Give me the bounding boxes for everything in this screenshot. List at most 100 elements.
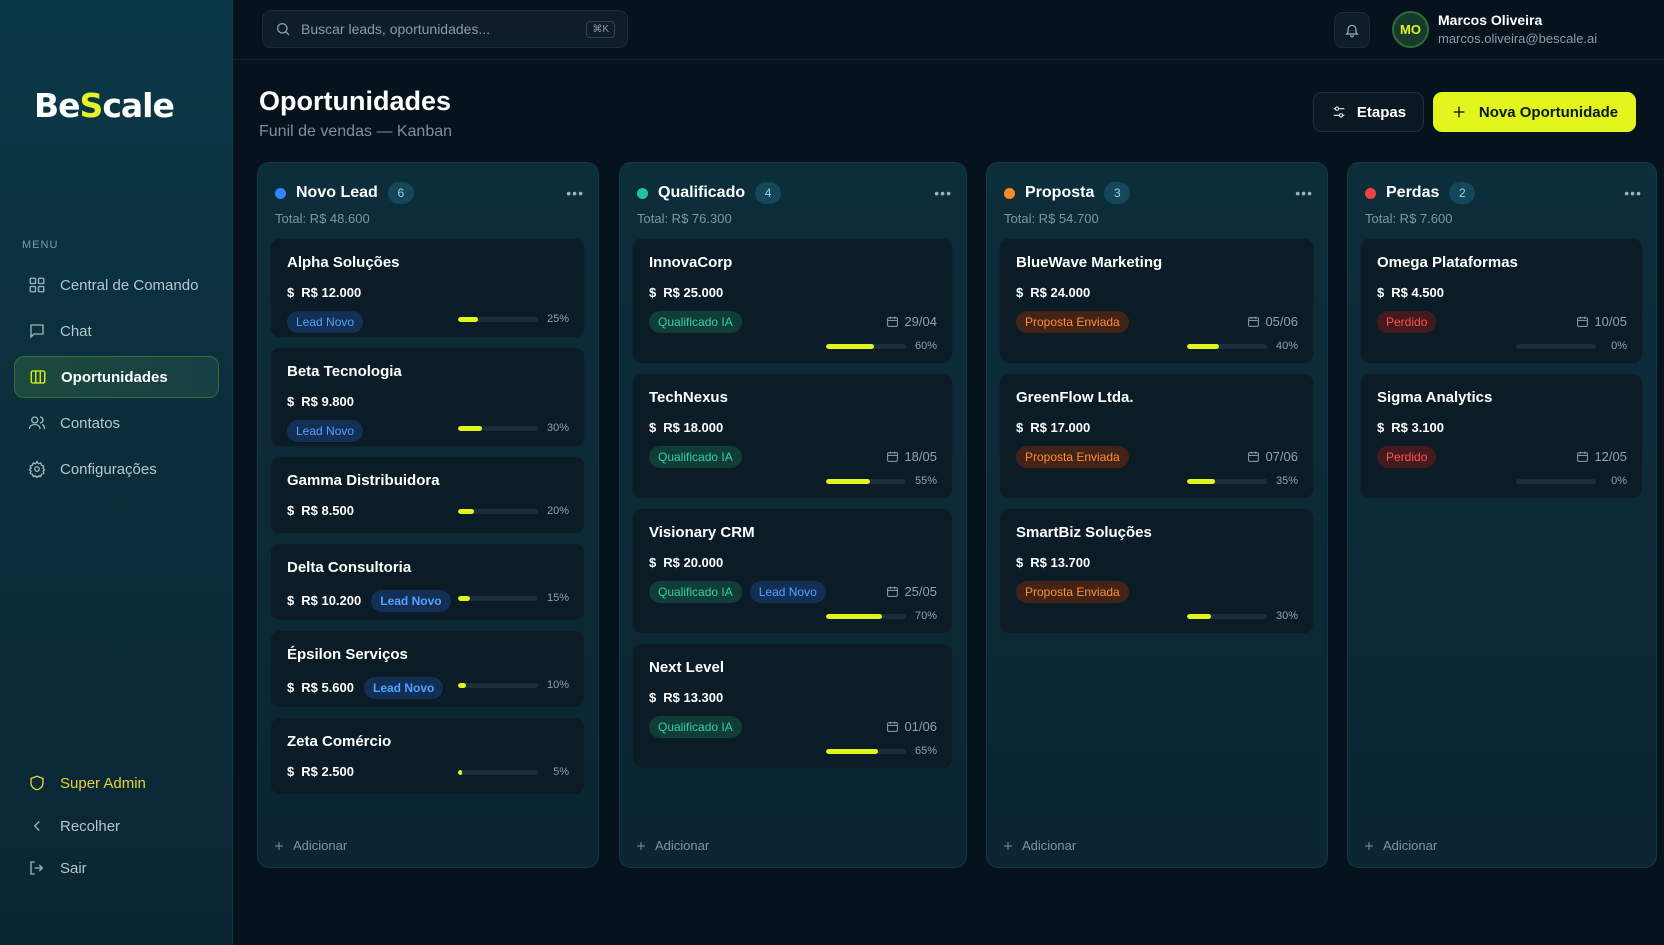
opportunity-card[interactable]: SmartBiz Soluções $ R$ 13.700 Proposta Envi…	[999, 508, 1314, 634]
opportunity-card[interactable]: Zeta Comércio $ R$ 2.500 5%	[270, 717, 585, 795]
card-value: $ R$ 8.500	[287, 503, 354, 518]
sidebar-item-label: Configurações	[60, 460, 157, 478]
search-icon	[277, 23, 290, 36]
column-total: Total: R$ 7.600	[1365, 211, 1453, 226]
progress-fill	[458, 508, 474, 514]
due-date: 10/05	[1576, 314, 1627, 329]
plus-icon	[1365, 841, 1373, 850]
opportunity-card[interactable]: GreenFlow Ltda. $ R$ 17.000 Proposta Enviad…	[999, 373, 1314, 499]
opportunity-card[interactable]: TechNexus $ R$ 18.000 Qualificado IA 18/05 55…	[632, 373, 953, 499]
card-badges: Perdido	[1377, 446, 1437, 468]
sidebar-item-oportunidades[interactable]: Oportunidades	[14, 356, 219, 398]
add-card-label: Adicionar	[1022, 838, 1077, 853]
notifications-button[interactable]	[1334, 12, 1370, 48]
card-amount: R$ 9.800	[301, 394, 354, 409]
add-card-label: Adicionar	[655, 838, 710, 853]
kanban-column: Proposta 3 ••• Total: R$ 54.700 Adicionar Blu…	[986, 162, 1328, 868]
column-total: Total: R$ 48.600	[275, 211, 370, 226]
new-opportunity-button[interactable]: Nova Oportunidade	[1433, 92, 1636, 132]
progress-percent: 60%	[914, 340, 937, 352]
more-options-icon[interactable]: •••	[1624, 185, 1642, 201]
add-card-button[interactable]: Adicionar	[1002, 838, 1076, 853]
avatar[interactable]: MO	[1392, 11, 1429, 48]
more-options-icon[interactable]: •••	[1295, 185, 1313, 201]
opportunity-card[interactable]: Épsilon Serviços $ R$ 5.600 Lead Novo 10%	[270, 630, 585, 708]
progress-indicator: 25%	[458, 313, 569, 325]
card-amount: R$ 4.500	[1391, 285, 1444, 300]
plus-icon	[275, 841, 283, 850]
super-admin-link[interactable]: Super Admin	[14, 762, 219, 804]
opportunity-card[interactable]: Alpha Soluções $ R$ 12.000 Lead Novo 25%	[270, 238, 585, 338]
opportunity-card[interactable]: Sigma Analytics $ R$ 3.100 Perdido 12/05 0%	[1360, 373, 1643, 499]
card-value: $ R$ 9.800	[287, 394, 354, 409]
calendar-icon	[887, 451, 899, 462]
progress-track	[1516, 478, 1596, 484]
sidebar-item-central-de-comando[interactable]: Central de Comando	[14, 264, 219, 306]
opportunity-card[interactable]: Beta Tecnologia $ R$ 9.800 Lead Novo 30%	[270, 347, 585, 447]
progress-track	[458, 508, 538, 514]
progress-track	[458, 595, 538, 601]
search-bar[interactable]: ⌘K	[262, 10, 628, 48]
opportunity-card[interactable]: Visionary CRM $ R$ 20.000 Qualificado IA Lea…	[632, 508, 953, 634]
dollar-icon: $	[649, 420, 657, 435]
calendar-icon	[1577, 316, 1589, 327]
progress-percent: 0%	[1611, 340, 1627, 352]
sidebar-item-label: Central de Comando	[60, 276, 199, 294]
card-amount: R$ 12.000	[301, 285, 362, 300]
logout-icon	[30, 861, 44, 875]
add-card-button[interactable]: Adicionar	[635, 838, 709, 853]
card-value: $ R$ 20.000	[649, 555, 723, 570]
topbar: ⌘K MO Marcos Oliveira marcos.oliveira@be…	[233, 0, 1664, 60]
card-amount: R$ 2.500	[301, 764, 354, 779]
plus-icon	[637, 841, 645, 850]
card-amount: R$ 8.500	[301, 503, 354, 518]
sidebar-item-label: Contatos	[60, 414, 121, 432]
status-badge: Qualificado IA	[649, 581, 742, 603]
status-badge: Perdido	[1377, 311, 1437, 333]
progress-percent: 15%	[546, 592, 569, 604]
opportunity-card[interactable]: BlueWave Marketing $ R$ 24.000 Proposta Env…	[999, 238, 1314, 364]
sidebar-item-configuracoes[interactable]: Configurações	[14, 448, 219, 490]
card-badges: Proposta Enviada	[1016, 446, 1129, 468]
opportunity-card[interactable]: Delta Consultoria $ R$ 10.200 Lead Novo 15%	[270, 543, 585, 621]
logout-button[interactable]: Sair	[14, 847, 219, 889]
due-date: 29/04	[886, 314, 937, 329]
progress-track	[458, 682, 538, 688]
progress-indicator: 60%	[826, 340, 937, 352]
kanban-column: Perdas 2 ••• Total: R$ 7.600 Adicionar Omega …	[1347, 162, 1657, 868]
card-badges: Qualificado IA	[649, 311, 742, 333]
brand-logo[interactable]: BeScale	[34, 86, 175, 125]
column-count-badge: 6	[387, 182, 414, 204]
sidebar-item-contatos[interactable]: Contatos	[14, 402, 219, 444]
card-badges: Proposta Enviada	[1016, 581, 1129, 603]
progress-track	[458, 769, 538, 775]
more-options-icon[interactable]: •••	[566, 185, 584, 201]
progress-track	[1187, 613, 1267, 619]
search-input[interactable]	[301, 21, 577, 37]
progress-percent: 30%	[1275, 610, 1298, 622]
calendar-icon	[887, 586, 899, 597]
more-options-icon[interactable]: •••	[934, 185, 952, 201]
etapas-button[interactable]: Etapas	[1313, 92, 1424, 132]
opportunity-card[interactable]: Gamma Distribuidora $ R$ 8.500 20%	[270, 456, 585, 534]
etapas-label: Etapas	[1356, 103, 1407, 121]
progress-indicator: 55%	[826, 475, 937, 487]
opportunity-card[interactable]: InnovaCorp $ R$ 25.000 Qualificado IA 29/04 6…	[632, 238, 953, 364]
add-card-button[interactable]: Adicionar	[1363, 838, 1437, 853]
progress-percent: 10%	[546, 679, 569, 691]
card-value: $ R$ 24.000	[1016, 285, 1090, 300]
due-date-text: 25/05	[904, 584, 937, 599]
progress-indicator: 5%	[458, 766, 569, 778]
sidebar-item-chat[interactable]: Chat	[14, 310, 219, 352]
progress-fill	[826, 613, 882, 619]
progress-percent: 55%	[914, 475, 937, 487]
due-date: 07/06	[1247, 449, 1298, 464]
card-amount: R$ 20.000	[663, 555, 724, 570]
add-card-label: Adicionar	[293, 838, 348, 853]
add-card-button[interactable]: Adicionar	[273, 838, 347, 853]
collapse-sidebar-button[interactable]: Recolher	[14, 805, 219, 847]
add-card-label: Adicionar	[1383, 838, 1438, 853]
card-title: Next Level	[649, 659, 725, 676]
opportunity-card[interactable]: Next Level $ R$ 13.300 Qualificado IA 01/06 6…	[632, 643, 953, 769]
opportunity-card[interactable]: Omega Plataformas $ R$ 4.500 Perdido 10/05 0%	[1360, 238, 1643, 364]
